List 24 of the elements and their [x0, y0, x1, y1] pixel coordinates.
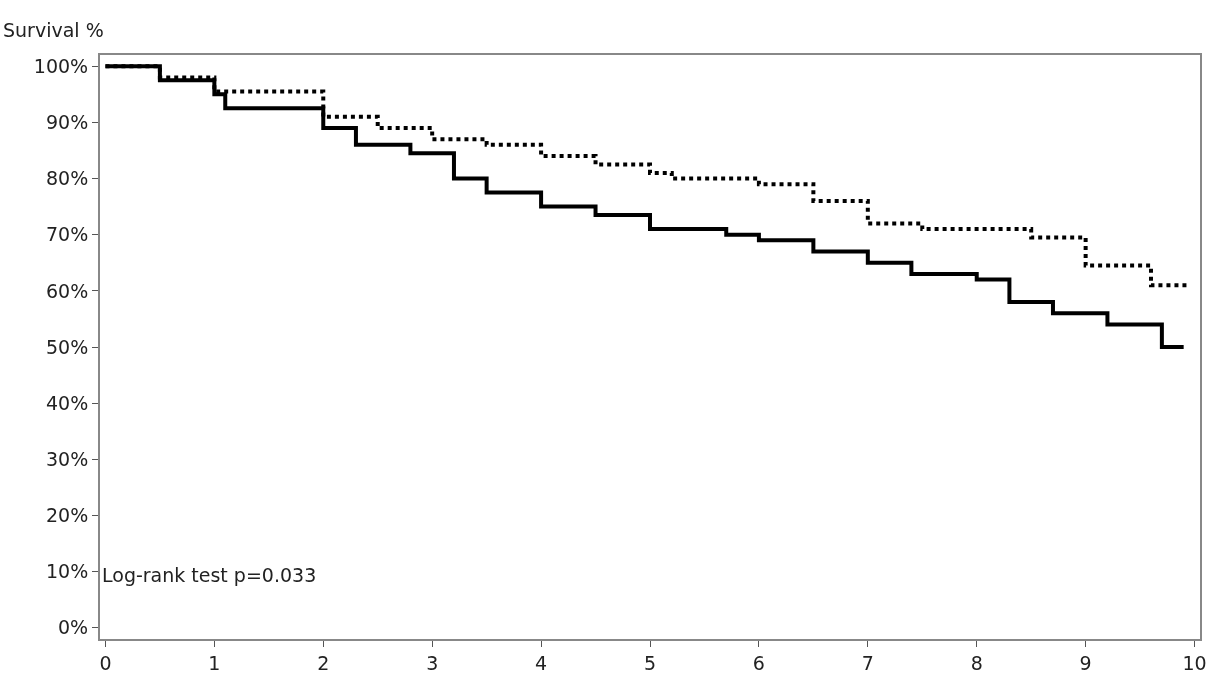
x-tick-label: 0 [99, 651, 112, 674]
y-tick-label: 50% [45, 335, 89, 358]
y-tick-label: 100% [33, 54, 89, 77]
x-tick-label: 3 [426, 651, 439, 674]
x-tick-label: 8 [970, 651, 983, 674]
y-tick-label: 30% [45, 447, 89, 470]
x-tick-label: 4 [535, 651, 548, 674]
x-tick-label: 1 [208, 651, 221, 674]
y-tick-label: 70% [45, 223, 89, 246]
x-tick-label: 9 [1079, 651, 1092, 674]
y-tick-label: 90% [45, 111, 89, 134]
x-tick-label: 2 [317, 651, 330, 674]
x-tick-label: 10 [1182, 651, 1207, 674]
y-axis-title: Survival % [3, 19, 104, 41]
y-tick-label: 0% [58, 616, 89, 639]
y-tick-label: 80% [45, 167, 89, 190]
annotation: Log-rank test p=0.033 [102, 564, 317, 586]
x-tick-label: 7 [861, 651, 874, 674]
y-tick-label: 60% [45, 279, 89, 302]
y-tick-label: 20% [45, 504, 89, 527]
y-tick-label: 40% [45, 391, 89, 414]
x-tick-label: 6 [752, 651, 765, 674]
y-tick-label: 10% [45, 560, 89, 583]
x-tick-label: 5 [643, 651, 657, 674]
